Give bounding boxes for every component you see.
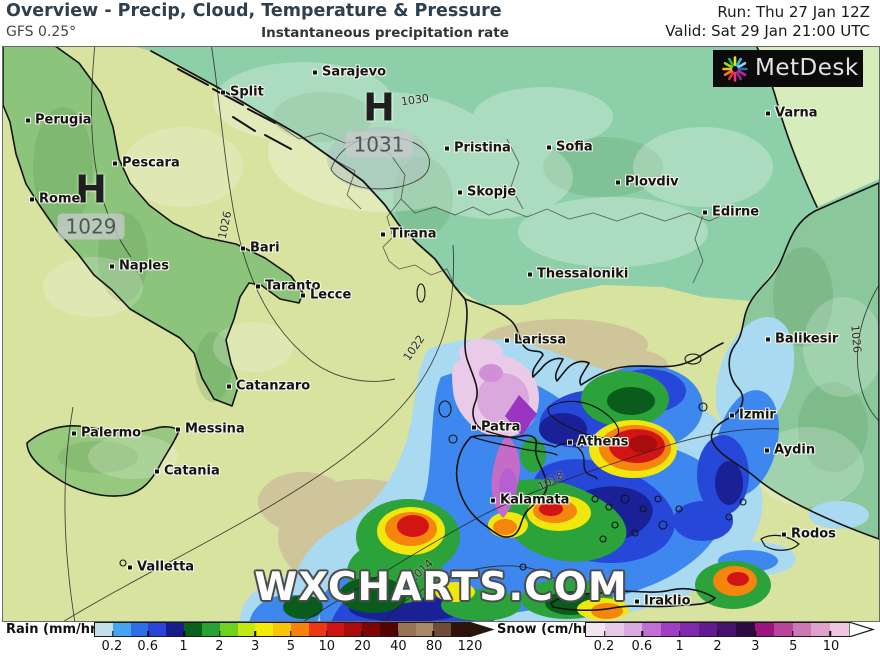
legend-tick-label: 2 xyxy=(215,639,224,654)
legend-color-segment xyxy=(773,623,793,636)
legend-color-segment xyxy=(308,623,327,636)
legend-color-segment xyxy=(380,623,398,636)
country-borders xyxy=(260,112,724,288)
map-artwork xyxy=(3,47,879,621)
legend-color-segment xyxy=(755,623,774,636)
legend-tick xyxy=(254,631,257,636)
rain-colorbar xyxy=(94,622,470,637)
rain-legend-label: Rain (mm/hr) xyxy=(6,622,103,637)
legend-color-segment xyxy=(130,623,149,636)
legend-tick xyxy=(432,631,435,636)
legend-tick-label: 1 xyxy=(179,639,188,654)
legend-tick-label: 80 xyxy=(425,639,443,654)
legend-color-segment xyxy=(717,623,737,636)
legend-tick xyxy=(679,631,681,636)
snow-legend: Snow (cm/hr) 0.2 0.6 1 2 3 5 10 xyxy=(490,622,880,656)
legend-color-segment xyxy=(623,623,643,636)
legend-tick xyxy=(791,631,794,636)
legend-tick-label: 0.6 xyxy=(631,639,653,654)
legend-color-segment xyxy=(811,623,831,636)
legend-tick-label: 5 xyxy=(789,639,798,654)
metdesk-logo-text: MetDesk xyxy=(755,55,859,81)
legend-color-segment xyxy=(219,623,238,636)
legend-tick xyxy=(112,631,114,636)
legend-color-segment xyxy=(166,623,185,636)
legend-color-segment xyxy=(830,623,849,636)
coastlines xyxy=(3,47,879,612)
rain-tick-labels: 0.2 0.6 1 2 3 5 10 20 40 80 120 xyxy=(94,639,483,656)
legend-color-segment xyxy=(184,623,202,636)
legend-color-segment xyxy=(451,623,470,636)
snow-legend-label: Snow (cm/hr) xyxy=(497,622,595,637)
legend-color-segment xyxy=(604,623,624,636)
legend-tick xyxy=(218,631,221,636)
snow-arrow-icon xyxy=(849,622,875,637)
legend-tick xyxy=(829,631,831,636)
legend-tick-label: 10 xyxy=(822,639,840,654)
legend-color-segment xyxy=(792,623,812,636)
legend-tick xyxy=(290,631,292,636)
legend-tick xyxy=(361,631,363,636)
legend-tick-label: 0.6 xyxy=(137,639,159,654)
snow-tick-labels: 0.2 0.6 1 2 3 5 10 xyxy=(585,639,850,656)
legend-color-segment xyxy=(642,623,662,636)
legend-tick-label: 2 xyxy=(713,639,722,654)
legend-tick-label: 20 xyxy=(354,639,371,654)
legend-tick xyxy=(754,631,756,636)
snow-colorbar xyxy=(585,622,850,637)
legend-tick-label: 10 xyxy=(318,639,336,654)
run-time-label: Run: Thu 27 Jan 12Z xyxy=(717,3,870,21)
legend-color-segment xyxy=(95,623,113,636)
legend-color-segment xyxy=(736,623,756,636)
legend-tick xyxy=(716,631,719,636)
snow-overlay xyxy=(452,339,539,518)
legend-tick xyxy=(604,631,606,636)
legend-tick-label: 120 xyxy=(457,639,483,654)
legend-color-segment xyxy=(362,623,380,636)
legend-color-segment xyxy=(415,623,434,636)
watermark: WXCHARTS.COM xyxy=(254,565,628,610)
legend-tick-label: 0.2 xyxy=(593,639,615,654)
legend-tick-label: 5 xyxy=(286,639,296,654)
legend-bar: Rain (mm/hr) 0.2 0.6 1 2 3 5 10 20 40 80 120 Snow … xyxy=(0,622,880,656)
legend-tick-label: 3 xyxy=(751,639,760,654)
legend-tick xyxy=(325,631,328,636)
legend-color-segment xyxy=(290,623,309,636)
legend-tick-label: 1 xyxy=(675,639,684,654)
legend-color-segment xyxy=(344,623,363,636)
metdesk-logo: MetDesk xyxy=(713,50,863,87)
legend-color-segment xyxy=(273,623,291,636)
model-label: GFS 0.25° xyxy=(6,24,77,40)
legend-tick xyxy=(397,631,399,636)
legend-tick-label: 0.2 xyxy=(101,639,123,654)
legend-color-segment xyxy=(679,623,699,636)
legend-color-segment xyxy=(433,623,452,636)
snow-colorbar-wrap: 0.2 0.6 1 2 3 5 10 xyxy=(585,622,875,654)
legend-tick-label: 3 xyxy=(251,639,260,654)
header: Overview - Precip, Cloud, Temperature & … xyxy=(0,0,880,46)
legend-color-segment xyxy=(201,623,220,636)
rain-arrow-icon xyxy=(469,622,495,637)
page-title: Overview - Precip, Cloud, Temperature & … xyxy=(6,1,502,21)
legend-color-segment xyxy=(237,623,256,636)
legend-color-segment xyxy=(586,623,605,636)
legend-color-segment xyxy=(326,623,345,636)
legend-color-segment xyxy=(112,623,131,636)
legend-tick xyxy=(183,631,185,636)
legend-tick xyxy=(147,631,150,636)
legend-color-segment xyxy=(397,623,416,636)
legend-color-segment xyxy=(698,623,718,636)
valid-time-label: Valid: Sat 29 Jan 21:00 UTC xyxy=(665,22,870,40)
legend-color-segment xyxy=(255,623,274,636)
legend-tick xyxy=(641,631,644,636)
layer-subtitle: Instantaneous precipitation rate xyxy=(261,25,509,41)
rain-legend: Rain (mm/hr) 0.2 0.6 1 2 3 5 10 20 40 80 120 xyxy=(0,622,500,656)
rain-colorbar-wrap: 0.2 0.6 1 2 3 5 10 20 40 80 120 xyxy=(94,622,495,654)
legend-color-segment xyxy=(148,623,167,636)
legend-tick-label: 40 xyxy=(390,639,407,654)
weather-map: 1030 1026 1022 1026 1018 1014 H 1029 H 1031 Peru… xyxy=(2,46,880,622)
legend-color-segment xyxy=(661,623,680,636)
metdesk-pinwheel-icon xyxy=(722,56,748,82)
